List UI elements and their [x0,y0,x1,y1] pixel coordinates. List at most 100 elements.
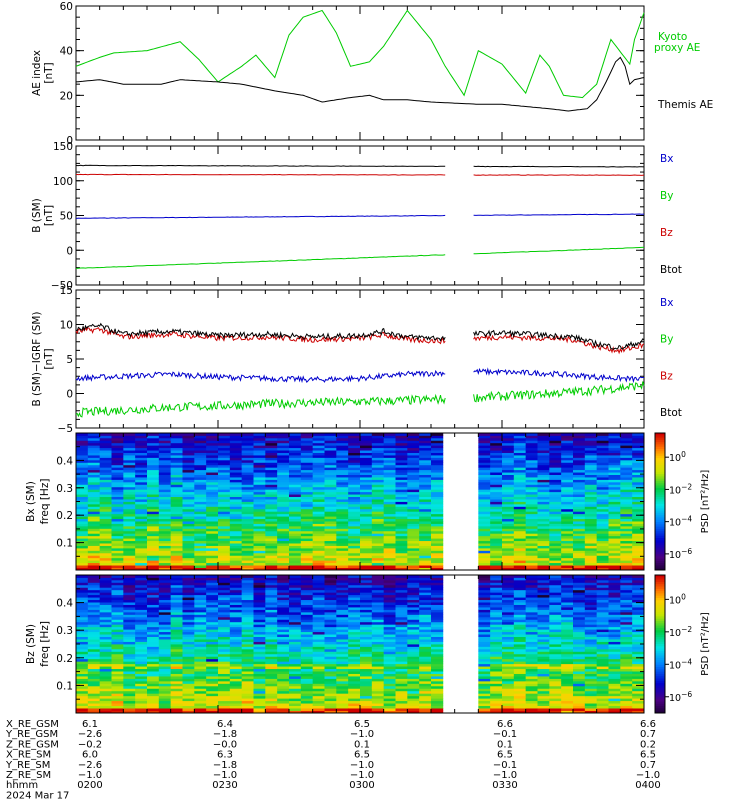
spectrogram-cell [277,690,290,694]
spectrogram-cell [99,584,112,588]
spectrogram-cell [158,602,172,605]
spectrogram-cell [277,584,290,588]
spectrogram-cell [147,644,160,647]
spectrogram-cell [620,516,633,520]
spectrogram-cell [608,543,621,546]
spectrogram-cell [300,651,314,655]
spectrogram-cell [300,621,314,625]
spectrogram-cell [147,543,160,546]
spectrogram-cell [478,452,491,456]
spectrogram-cell [241,678,254,682]
spectrogram-cell [360,545,373,549]
spectrogram-cell [608,501,621,505]
spectrogram-cell [348,700,361,704]
spectrogram-cell [253,479,266,483]
spectrogram-cell [147,481,160,485]
spectrogram-cell [99,594,112,598]
spectrogram-cell [383,666,396,670]
spectrogram-cell [182,521,195,524]
spectrogram-cell [419,629,432,633]
spectrogram-cell [596,506,609,510]
spectrogram-cell [265,611,278,615]
spectrogram-cell [218,609,231,613]
spectrogram-cell [289,599,302,603]
spectrogram-cell [478,481,491,485]
spectrogram-cell [407,614,420,618]
spectrogram-cell [76,560,89,564]
spectrogram-cell [620,535,633,539]
spectrogram-cell [383,528,396,532]
spectrogram-cell [99,634,112,637]
spectrogram-cell [525,513,538,517]
spectrogram-cell [478,538,491,542]
spectrogram-cell [99,496,112,500]
spectrogram-cell [206,621,219,625]
spectrogram-cell [218,658,231,662]
spectrogram-cell [596,479,609,483]
spectrogram-cell [336,604,349,608]
spectrogram-cell [502,589,515,593]
spectrogram-cell [513,489,527,493]
spectrogram-cell [596,481,609,485]
spectrogram-cell [253,592,266,596]
spectrogram-cell [336,683,349,687]
spectrogram-cell [76,442,89,446]
spectrogram-cell [194,462,207,466]
spectrogram-cell [596,457,609,461]
spectrogram-cell [87,656,101,660]
spectrogram-cell [502,543,515,546]
spectrogram-cell [206,695,219,699]
spectrogram-cell [194,469,207,473]
spectrogram-cell [525,616,538,620]
spectrogram-cell [502,450,515,453]
spectrogram-cell [147,506,160,510]
spectrogram-cell [229,440,243,444]
spectrogram-cell [431,538,444,542]
spectrogram-cell [194,499,207,502]
spectrogram-cell [383,464,396,468]
spectrogram-cell [490,666,503,670]
spectrogram-cell [194,567,207,571]
spectrogram-cell [395,680,408,684]
spectrogram-cell [277,496,290,500]
spectrogram-cell [490,437,503,441]
spectrogram-cell [502,584,515,588]
spectrogram-cell [348,685,361,689]
spectrogram-cell [478,521,491,524]
spectrogram-cell [490,668,503,672]
spectrogram-cell [229,626,243,630]
spectrogram-cell [383,587,396,591]
spectrogram-cell [490,503,503,507]
spectrogram-cell [360,469,373,473]
spectrogram-cell [135,511,148,515]
spectrogram-cell [383,683,396,687]
spectrogram-cell [206,616,219,620]
spectrogram-cell [596,464,609,468]
spectrogram-cell [111,683,124,687]
spectrogram-cell [525,533,538,537]
spectrogram-cell [490,552,503,556]
spectrogram-cell [608,435,621,439]
spectrogram-cell [431,678,444,682]
spectrogram-cell [206,545,219,549]
spectrogram-cell [111,589,124,593]
spectrogram-cell [324,616,337,620]
spectrogram-cell [76,693,89,697]
spectrogram-cell [229,540,243,544]
spectrogram-cell [608,538,621,542]
spectrogram-cell [502,644,515,647]
spectrogram-cell [561,543,574,546]
spectrogram-cell [419,469,432,473]
spectrogram-cell [241,587,254,591]
spectrogram-cell [277,624,290,628]
spectrogram-cell [170,557,183,561]
spectrogram-cell [194,437,207,441]
spectrogram-cell [549,499,562,502]
spectrogram-cell [371,508,385,512]
spectrogram-cell [277,597,290,601]
spectrogram-cell [431,626,444,630]
spectrogram-cell [253,604,266,608]
spectrogram-cell [135,496,148,500]
spectrogram-cell [111,690,124,694]
colorbar-segment [655,522,665,525]
